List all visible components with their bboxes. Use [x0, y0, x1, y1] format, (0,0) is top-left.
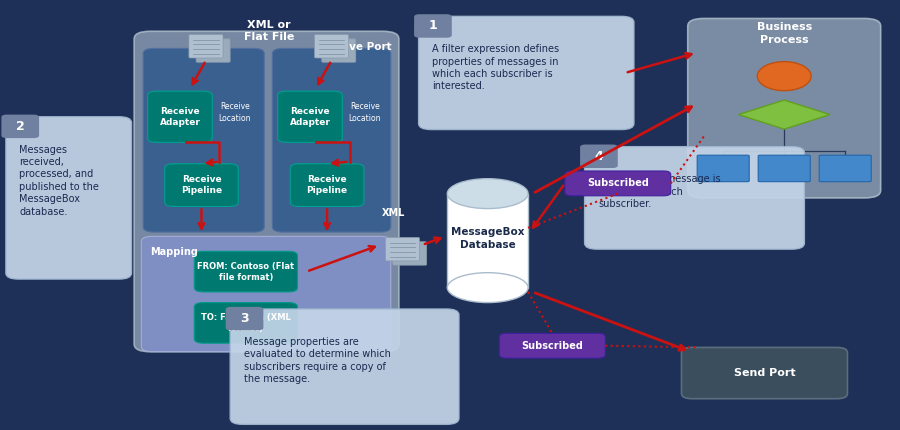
Text: 3: 3 — [240, 312, 248, 325]
Text: 1: 1 — [428, 19, 437, 32]
Text: Receive Port: Receive Port — [317, 42, 392, 52]
Text: Messages
received,
processed, and
published to the
MessageBox
database.: Messages received, processed, and publis… — [19, 144, 99, 217]
FancyBboxPatch shape — [565, 171, 670, 196]
Text: Subscribed: Subscribed — [521, 341, 583, 351]
FancyBboxPatch shape — [6, 117, 131, 279]
Text: 4: 4 — [595, 150, 603, 163]
Text: A filter expression defines
properties of messages in
which each subscriber is
i: A filter expression defines properties o… — [432, 44, 559, 91]
FancyBboxPatch shape — [196, 39, 230, 62]
Ellipse shape — [757, 61, 811, 91]
FancyBboxPatch shape — [385, 237, 419, 261]
FancyBboxPatch shape — [134, 31, 399, 352]
FancyBboxPatch shape — [2, 115, 39, 138]
FancyBboxPatch shape — [273, 49, 391, 232]
Text: XML or
Flat File: XML or Flat File — [244, 20, 294, 43]
FancyBboxPatch shape — [230, 309, 459, 424]
FancyBboxPatch shape — [291, 164, 364, 206]
Text: Business
Process: Business Process — [757, 22, 812, 45]
Text: Send Port: Send Port — [734, 368, 796, 378]
Text: Subscribed: Subscribed — [587, 178, 649, 188]
FancyBboxPatch shape — [165, 164, 238, 206]
FancyBboxPatch shape — [698, 155, 749, 182]
Text: Mapping: Mapping — [150, 247, 198, 257]
FancyBboxPatch shape — [148, 91, 212, 142]
FancyBboxPatch shape — [321, 39, 356, 62]
FancyBboxPatch shape — [819, 155, 871, 182]
FancyBboxPatch shape — [447, 194, 528, 288]
Text: XML: XML — [382, 208, 405, 218]
FancyBboxPatch shape — [688, 18, 881, 198]
FancyBboxPatch shape — [278, 91, 342, 142]
Text: TO: Fabrikam (XML
format): TO: Fabrikam (XML format) — [201, 313, 291, 333]
Text: FROM: Contoso (Flat
file format): FROM: Contoso (Flat file format) — [197, 261, 294, 282]
Text: Receive
Location: Receive Location — [348, 102, 381, 123]
FancyBboxPatch shape — [392, 242, 427, 265]
Text: Receive
Adapter: Receive Adapter — [290, 107, 330, 127]
FancyBboxPatch shape — [414, 14, 452, 38]
FancyBboxPatch shape — [500, 333, 605, 358]
FancyBboxPatch shape — [143, 49, 265, 232]
Text: Receive
Adapter: Receive Adapter — [159, 107, 201, 127]
FancyBboxPatch shape — [189, 34, 223, 58]
FancyBboxPatch shape — [681, 347, 848, 399]
Text: 2: 2 — [16, 120, 24, 133]
Text: Message properties are
evaluated to determine which
subscribers require a copy o: Message properties are evaluated to dete… — [244, 337, 391, 384]
FancyBboxPatch shape — [194, 251, 298, 292]
Text: A copy of the message is
delivered to each
subscriber.: A copy of the message is delivered to ea… — [598, 175, 721, 209]
FancyBboxPatch shape — [194, 303, 298, 343]
Text: Receive
Location: Receive Location — [219, 102, 251, 123]
Text: MessageBox
Database: MessageBox Database — [451, 227, 525, 250]
FancyBboxPatch shape — [758, 155, 810, 182]
Text: Receive
Pipeline: Receive Pipeline — [181, 175, 222, 195]
Text: Receive
Pipeline: Receive Pipeline — [307, 175, 347, 195]
FancyBboxPatch shape — [314, 34, 348, 58]
FancyBboxPatch shape — [585, 147, 805, 249]
Ellipse shape — [447, 179, 528, 209]
FancyBboxPatch shape — [141, 237, 391, 352]
FancyBboxPatch shape — [418, 16, 634, 129]
FancyBboxPatch shape — [226, 307, 264, 330]
FancyBboxPatch shape — [580, 144, 617, 168]
Ellipse shape — [447, 273, 528, 303]
Polygon shape — [739, 100, 830, 129]
